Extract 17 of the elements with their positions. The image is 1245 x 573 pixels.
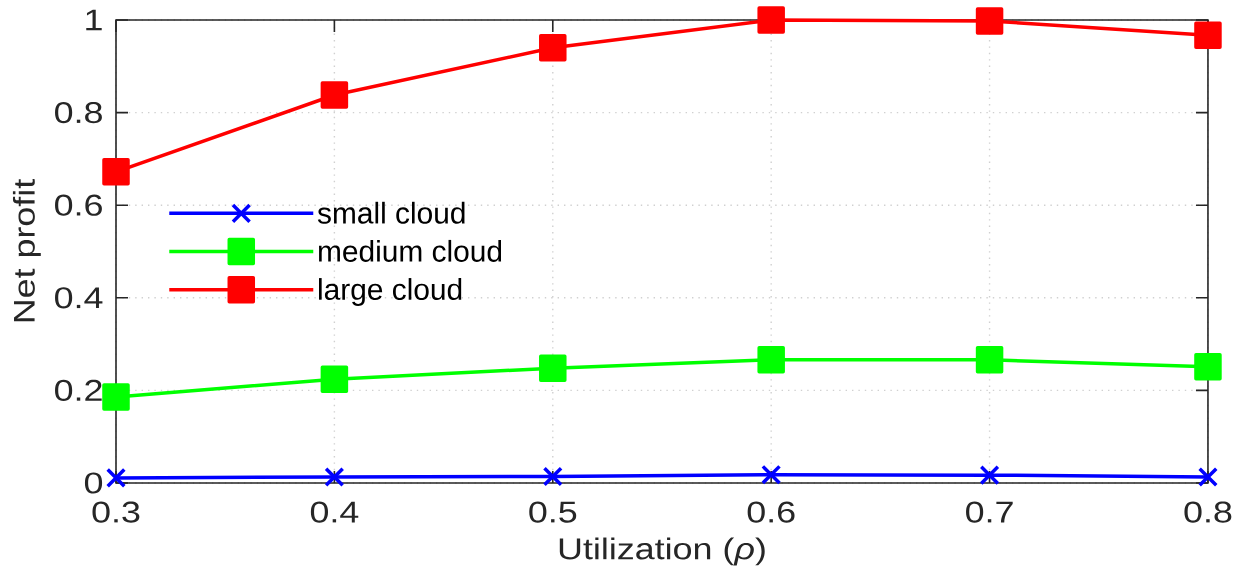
y-axis-title: Net profit [12,179,41,322]
x-axis-title: Utilization (ρ) [559,537,765,566]
y-tick-label: 0.4 [55,287,103,309]
legend-label: large cloud [319,278,462,306]
y-tick-label: 0.8 [55,102,102,124]
x-tick-label: 0.5 [529,501,577,523]
y-tick-label: 0.2 [55,379,102,401]
x-tick-label: 0.4 [310,501,359,523]
x-tick-label: 0.3 [92,501,140,523]
y-tick-label: 0.6 [55,194,102,216]
legend-label: medium cloud [319,239,502,262]
y-tick-label: 0 [84,472,103,494]
x-tick-label: 0.7 [966,501,1013,523]
x-tick-label: 0.8 [1184,501,1232,523]
x-tick-label: 0.6 [747,501,795,523]
y-tick-label: 1 [86,9,102,31]
legend-label: small cloud [317,201,465,224]
